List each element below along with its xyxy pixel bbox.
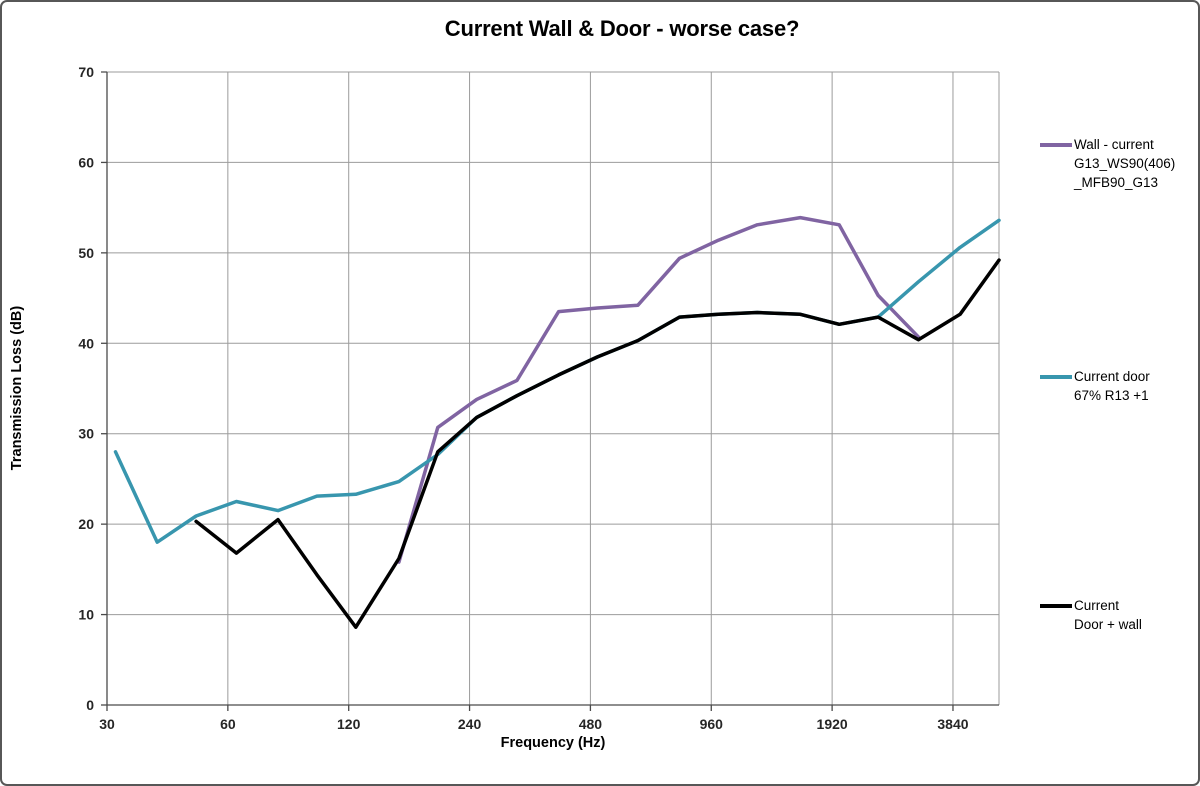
svg-text:120: 120 [337,716,361,732]
svg-text:480: 480 [579,716,603,732]
svg-text:60: 60 [78,154,94,170]
legend-label-line: Current [1074,598,1120,613]
legend-swatch-door-wall-line [1040,604,1072,608]
legend-entry-wall: Wall - current G13_WS90(406) _MFB90_G13 [1040,135,1198,192]
svg-text:1920: 1920 [817,716,848,732]
series-line-1 [113,218,1001,544]
legend-swatch-door-line [1040,375,1072,379]
legend-swatch-wall-line [1040,143,1072,147]
axis-tick-labels: 30 60 120 240 480 960 1920 3840 0 10 20 30 40 50 60 70 [78,64,968,732]
legend-label-line: Current door [1074,369,1150,384]
svg-text:70: 70 [78,64,94,80]
svg-text:50: 50 [78,245,94,261]
legend-entry-door: Current door 67% R13 +1 [1040,367,1198,405]
gridlines [106,71,1000,705]
svg-text:0: 0 [86,697,94,713]
svg-text:60: 60 [220,716,236,732]
series-line-0 [397,215,921,564]
legend-entry-door-plus-wall: Current Door + wall [1040,596,1198,634]
legend-label-line: Door + wall [1074,617,1142,632]
legend-label-line: _MFB90_G13 [1074,175,1159,190]
svg-text:960: 960 [700,716,724,732]
svg-text:30: 30 [99,716,115,732]
chart-title: Current Wall & Door - worse case? [444,16,800,41]
svg-text:3840: 3840 [937,716,968,732]
axes [101,71,999,711]
svg-text:40: 40 [78,335,94,351]
svg-text:10: 10 [78,607,94,623]
legend-label-line: 67% R13 +1 [1074,388,1149,403]
legend-label-line: Wall - current [1074,137,1154,152]
svg-text:240: 240 [458,716,482,732]
svg-text:30: 30 [78,426,94,442]
legend-label-line: G13_WS90(406) [1074,156,1176,171]
series-line-2 [194,258,1001,629]
svg-text:20: 20 [78,516,94,532]
x-axis-title: Frequency (Hz) [500,735,606,751]
